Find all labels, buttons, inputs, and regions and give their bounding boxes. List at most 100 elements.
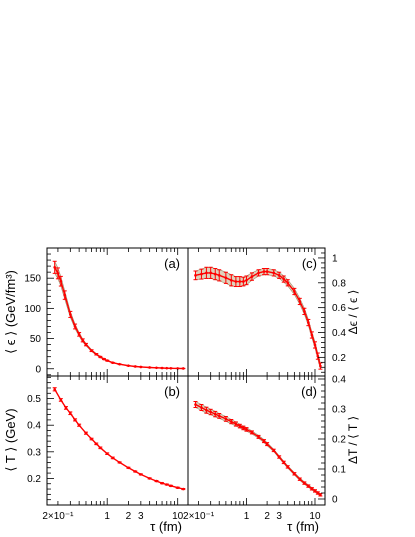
data-point-b [111, 456, 115, 460]
series-line-c [195, 270, 322, 367]
data-point-c [257, 271, 260, 275]
data-point-c [229, 279, 233, 282]
data-point-a [118, 362, 121, 366]
data-point-d [262, 439, 266, 443]
data-point-d [194, 403, 197, 406]
data-point-d [213, 412, 217, 416]
data-point-b [155, 479, 158, 483]
y-tick-label-d: 0.4 [332, 375, 346, 386]
data-point-c [282, 277, 286, 281]
data-point-c [303, 310, 306, 313]
y-tick-label-c: 0.4 [332, 328, 346, 339]
y-axis-title-b: ⟨ T ⟩ (GeV) [3, 408, 18, 471]
data-point-c [319, 364, 322, 368]
x-tick-label-d: 10 [309, 511, 321, 522]
data-point-c [194, 274, 197, 277]
y-tick-label-d: 0.2 [332, 435, 346, 446]
data-point-d [242, 426, 245, 430]
data-point-a [73, 325, 77, 328]
data-point-a [133, 365, 137, 368]
data-point-a [90, 349, 93, 352]
uncertainty-band-c [195, 266, 321, 370]
x-tick-label-d: 2×10⁻¹ [183, 511, 215, 522]
data-point-a [127, 364, 130, 368]
data-point-d [229, 420, 233, 423]
data-point-b [94, 442, 98, 446]
data-point-a [176, 367, 179, 370]
panel-frame-d [187, 375, 326, 506]
data-point-b [165, 483, 169, 486]
series-line-a [54, 266, 184, 370]
y-tick-label-a: 50 [30, 334, 42, 345]
x-tick-label-d: 2 [264, 511, 270, 522]
y-axis-title-c: Δϵ / ⟨ ϵ ⟩ [346, 290, 360, 335]
data-point-c [265, 270, 269, 273]
uncertainty-band-d [195, 401, 321, 497]
data-point-a [99, 355, 102, 359]
data-point-c [293, 290, 296, 293]
data-point-c [272, 271, 276, 275]
series-line-b [54, 388, 184, 490]
axes-layer [46, 247, 326, 506]
data-point-a [63, 293, 67, 297]
data-point-b [99, 446, 102, 450]
data-point-c [200, 272, 203, 276]
data-point-b [64, 406, 68, 410]
y-tick-label-c: 0.2 [332, 353, 346, 364]
panel-label-c: (c) [302, 256, 317, 271]
y-tick-label-a: 150 [24, 274, 41, 285]
panel-label-b: (b) [164, 384, 180, 399]
data-point-b [84, 431, 88, 435]
data-point-a [148, 366, 151, 369]
data-point-b [105, 452, 109, 455]
data-point-b [90, 437, 93, 441]
data-point-c [224, 276, 228, 280]
data-point-a [53, 266, 56, 269]
data-point-c [205, 271, 208, 275]
data-point-b [53, 387, 56, 391]
data-point-d [245, 428, 248, 431]
y-tick-label-b: 0.4 [27, 421, 41, 432]
y-tick-label-a: 100 [24, 304, 41, 315]
data-point-a [84, 343, 88, 346]
data-point-b [127, 466, 130, 470]
y-tick-label-d: 0.1 [332, 465, 346, 476]
data-point-a [181, 367, 185, 370]
data-point-b [160, 481, 164, 485]
y-tick-label-a: 0 [35, 364, 41, 375]
data-point-c [316, 354, 320, 358]
data-point-c [286, 281, 290, 285]
data-point-d [307, 484, 310, 488]
x-tick-label-b: 2×10⁻¹ [42, 511, 74, 522]
uncertainty-band-a [54, 261, 184, 369]
data-series-layer [52, 260, 323, 497]
data-point-d [319, 493, 322, 497]
y-axis-title-a: ⟨ ϵ ⟩ (GeV/fm³) [3, 270, 18, 354]
data-point-a [69, 313, 72, 316]
data-point-c [307, 321, 310, 324]
data-point-d [265, 442, 269, 446]
data-point-b [169, 484, 173, 488]
data-point-d [277, 455, 281, 459]
x-tick-label-b: 3 [138, 511, 144, 522]
data-point-a [56, 272, 60, 275]
data-point-a [169, 366, 173, 370]
data-point-c [238, 280, 242, 283]
panel-label-d: (d) [301, 384, 317, 399]
data-point-b [133, 470, 137, 473]
data-point-c [213, 272, 217, 276]
data-point-a [111, 361, 115, 365]
data-point-d [282, 461, 286, 464]
data-point-b [118, 461, 121, 464]
x-tick-label-b: 1 [104, 511, 110, 522]
y-tick-label-c: 1 [332, 253, 338, 264]
data-point-a [81, 339, 85, 342]
data-point-a [94, 352, 98, 356]
y-tick-label-d: 0 [332, 495, 338, 506]
data-point-d [200, 406, 203, 409]
data-point-d [257, 435, 260, 439]
x-tick-label-d: 1 [244, 511, 250, 522]
data-point-d [250, 431, 254, 434]
data-point-d [310, 487, 314, 491]
